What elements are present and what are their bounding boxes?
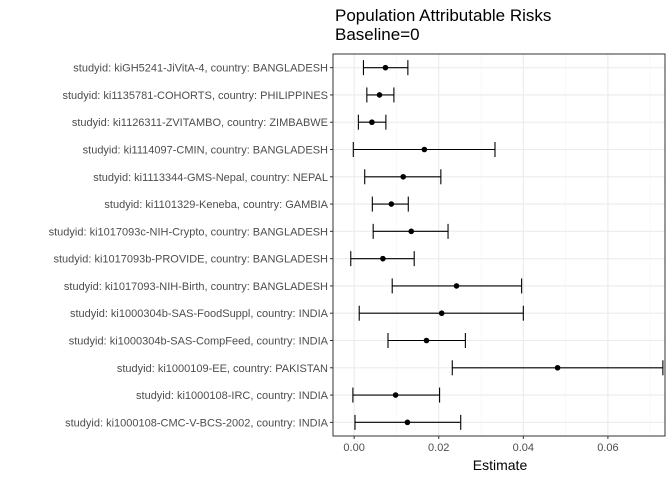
data-point <box>392 392 399 398</box>
data-point <box>388 201 395 207</box>
data-point <box>554 364 561 371</box>
x-tick-label: 0.04 <box>513 442 534 454</box>
y-tick-label: studyid: ki1017093b-PROVIDE, country: BA… <box>53 254 328 266</box>
y-tick-label: studyid: ki1126311-ZVITAMBO, country: ZI… <box>72 117 328 129</box>
x-axis-title: Estimate <box>473 457 528 473</box>
data-point <box>380 255 386 262</box>
data-point <box>369 119 375 126</box>
x-tick-label: 0.06 <box>597 442 618 454</box>
chart-title: Population Attributable Risks <box>335 6 551 25</box>
x-tick-label: 0.00 <box>343 442 364 454</box>
y-tick-label: studyid: ki1000108-IRC, country: INDIA <box>136 390 329 402</box>
y-tick-label: studyid: ki1000108-CMC-V-BCS-2002, count… <box>65 417 329 429</box>
y-tick-label: studyid: ki1113344-GMS-Nepal, country: N… <box>93 172 328 184</box>
data-point <box>400 173 407 180</box>
y-tick-label: studyid: kiGH5241-JiVitA-4, country: BAN… <box>73 63 328 75</box>
y-tick-label: studyid: ki1017093-NIH-Birth, country: B… <box>64 281 328 293</box>
data-point <box>423 337 430 344</box>
data-point <box>382 64 389 71</box>
panel-border <box>332 53 666 437</box>
x-tick-label: 0.02 <box>428 442 449 454</box>
y-tick-label: studyid: ki1114097-CMIN, country: BANGLA… <box>83 145 328 157</box>
panel-background <box>333 54 665 436</box>
y-tick-label: studyid: ki1000304b-SAS-CompFeed, countr… <box>69 336 329 348</box>
y-tick-label: studyid: ki1000304b-SAS-FoodSuppl, count… <box>70 308 329 320</box>
y-tick-label: studyid: ki1000109-EE, country: PAKISTAN <box>117 363 328 375</box>
y-tick-label: studyid: ki1101329-Keneba, country: GAMB… <box>104 199 328 211</box>
plot-panel: studyid: kiGH5241-JiVitA-4, country: BAN… <box>49 53 666 454</box>
data-point <box>421 146 428 153</box>
y-tick-label: studyid: ki1135781-COHORTS, country: PHI… <box>62 90 328 102</box>
data-point <box>376 92 383 98</box>
chart-subtitle: Baseline=0 <box>335 25 420 44</box>
data-point <box>408 228 415 235</box>
data-point <box>438 310 445 317</box>
y-tick-label: studyid: ki1017093c-NIH-Crypto, country:… <box>49 226 328 238</box>
data-point <box>453 283 460 289</box>
data-point <box>404 419 411 426</box>
